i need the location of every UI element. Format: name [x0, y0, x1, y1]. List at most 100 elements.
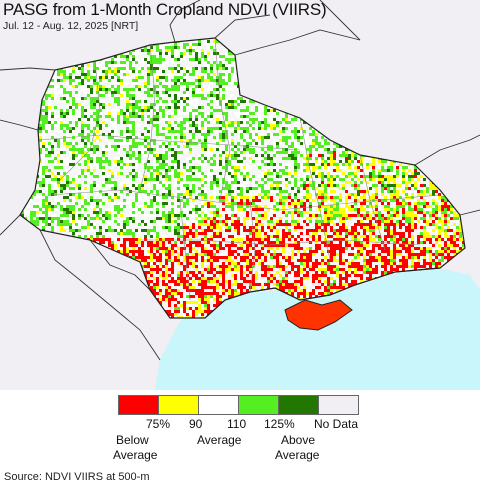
ndvi-pixel	[159, 76, 162, 79]
ndvi-pixel	[273, 127, 276, 130]
ndvi-pixel	[237, 97, 240, 100]
ndvi-pixel	[234, 184, 237, 187]
ndvi-pixel	[150, 103, 153, 106]
ndvi-pixel	[405, 187, 408, 190]
ndvi-pixel	[390, 178, 393, 181]
ndvi-pixel	[78, 148, 81, 151]
ndvi-pixel	[108, 175, 111, 178]
ndvi-pixel	[174, 58, 177, 61]
ndvi-pixel	[258, 175, 261, 178]
ndvi-pixel	[387, 166, 390, 169]
ndvi-pixel	[258, 112, 261, 115]
ndvi-pixel	[192, 109, 195, 112]
ndvi-pixel	[195, 79, 198, 82]
ndvi-pixel	[384, 175, 387, 178]
ndvi-pixel	[141, 151, 144, 154]
ndvi-pixel	[42, 163, 45, 166]
ndvi-pixel	[201, 172, 204, 175]
ndvi-pixel	[342, 166, 345, 169]
ndvi-pixel	[138, 52, 141, 55]
ndvi-pixel	[201, 148, 204, 151]
ndvi-pixel	[171, 61, 174, 64]
ndvi-pixel	[408, 190, 411, 193]
ndvi-pixel	[174, 163, 177, 166]
ndvi-pixel	[63, 91, 66, 94]
ndvi-pixel	[120, 133, 123, 136]
ndvi-pixel	[237, 127, 240, 130]
ndvi-pixel	[246, 187, 249, 190]
ndvi-pixel	[102, 100, 105, 103]
ndvi-pixel	[228, 106, 231, 109]
ndvi-pixel	[63, 97, 66, 100]
ndvi-pixel	[294, 133, 297, 136]
ndvi-pixel	[105, 187, 108, 190]
ndvi-pixel	[171, 136, 174, 139]
ndvi-pixel	[147, 115, 150, 118]
ndvi-pixel	[240, 127, 243, 130]
ndvi-pixel	[48, 190, 51, 193]
ndvi-pixel	[249, 142, 252, 145]
ndvi-pixel	[111, 118, 114, 121]
ndvi-pixel	[93, 154, 96, 157]
ndvi-pixel	[87, 85, 90, 88]
ndvi-pixel	[69, 106, 72, 109]
ndvi-pixel	[135, 148, 138, 151]
ndvi-pixel	[156, 133, 159, 136]
ndvi-pixel	[303, 154, 306, 157]
ndvi-pixel	[69, 187, 72, 190]
ndvi-pixel	[327, 148, 330, 151]
ndvi-pixel	[207, 178, 210, 181]
ndvi-pixel	[237, 175, 240, 178]
ndvi-pixel	[276, 142, 279, 145]
ndvi-pixel	[138, 109, 141, 112]
ndvi-pixel	[144, 181, 147, 184]
ndvi-pixel	[138, 190, 141, 193]
ndvi-pixel	[273, 166, 276, 169]
ndvi-pixel	[177, 190, 180, 193]
ndvi-pixel	[78, 106, 81, 109]
ndvi-pixel	[294, 121, 297, 124]
ndvi-pixel	[189, 58, 192, 61]
ndvi-pixel	[75, 163, 78, 166]
ndvi-pixel	[90, 154, 93, 157]
ndvi-pixel	[66, 97, 69, 100]
ndvi-pixel	[294, 154, 297, 157]
ndvi-pixel	[219, 151, 222, 154]
ndvi-pixel	[228, 172, 231, 175]
ndvi-pixel	[114, 187, 117, 190]
ndvi-pixel	[129, 172, 132, 175]
ndvi-pixel	[159, 136, 162, 139]
ndvi-pixel	[285, 124, 288, 127]
ndvi-pixel	[246, 175, 249, 178]
ndvi-pixel	[174, 91, 177, 94]
ndvi-pixel	[177, 118, 180, 121]
ndvi-pixel	[51, 79, 54, 82]
ndvi-pixel	[219, 79, 222, 82]
ndvi-pixel	[153, 136, 156, 139]
ndvi-pixel	[141, 118, 144, 121]
ndvi-pixel	[183, 130, 186, 133]
ndvi-pixel	[207, 40, 210, 43]
ndvi-pixel	[84, 190, 87, 193]
ndvi-pixel	[90, 148, 93, 151]
ndvi-pixel	[171, 55, 174, 58]
ndvi-pixel	[306, 172, 309, 175]
ndvi-pixel	[219, 82, 222, 85]
ndvi-pixel	[99, 136, 102, 139]
ndvi-pixel	[93, 115, 96, 118]
ndvi-pixel	[105, 160, 108, 163]
ndvi-pixel	[180, 106, 183, 109]
ndvi-pixel	[87, 67, 90, 70]
ndvi-pixel	[243, 148, 246, 151]
ndvi-pixel	[297, 190, 300, 193]
ndvi-pixel	[72, 190, 75, 193]
ndvi-pixel	[384, 178, 387, 181]
ndvi-pixel	[132, 64, 135, 67]
ndvi-pixel	[156, 94, 159, 97]
ndvi-pixel	[390, 190, 393, 193]
ndvi-pixel	[69, 127, 72, 130]
ndvi-pixel	[201, 121, 204, 124]
ndvi-pixel	[387, 178, 390, 181]
ndvi-pixel	[180, 55, 183, 58]
ndvi-pixel	[273, 118, 276, 121]
